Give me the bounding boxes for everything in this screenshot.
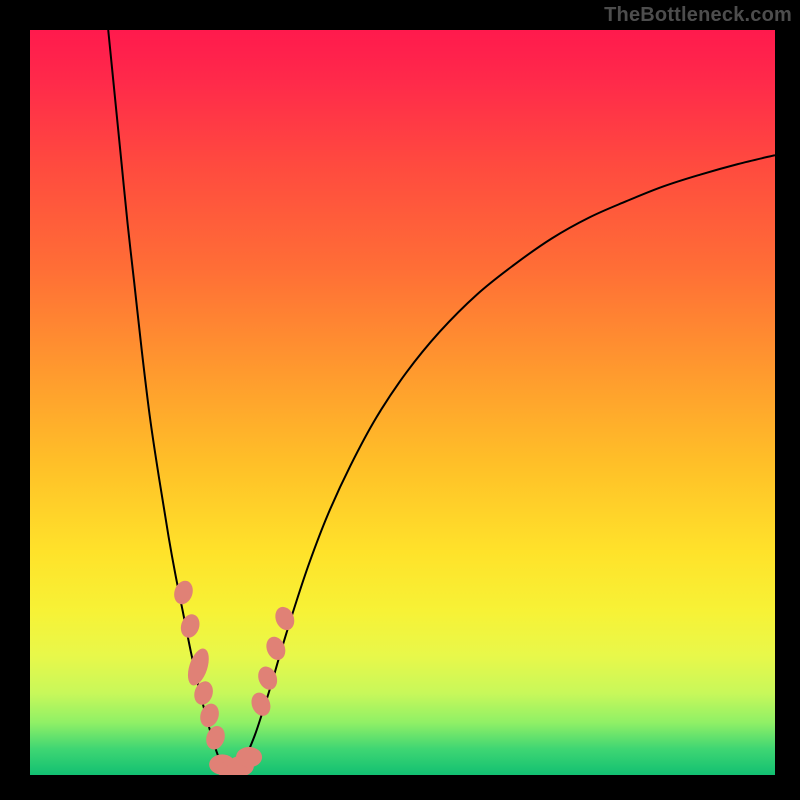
marker-bottom [236,747,262,767]
gradient-background [30,30,775,775]
chart-container: TheBottleneck.com [0,0,800,800]
bottleneck-chart [0,0,800,800]
